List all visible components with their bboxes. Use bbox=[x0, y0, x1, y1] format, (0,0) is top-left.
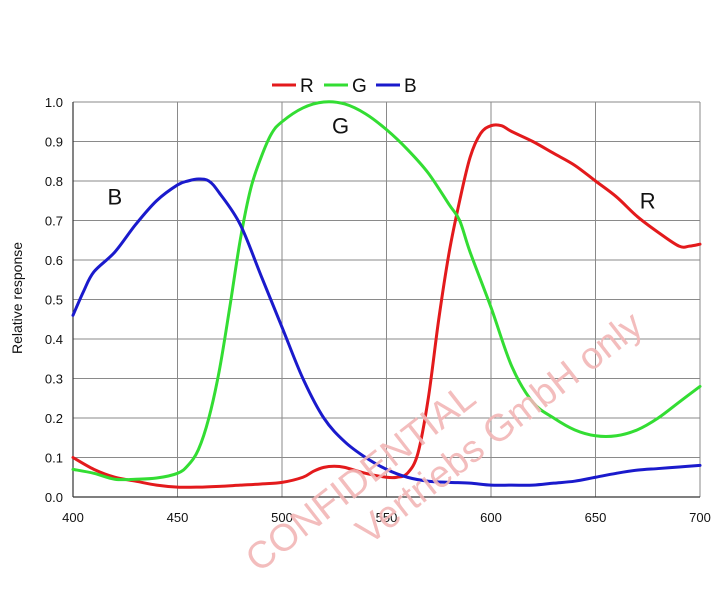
x-tick-label: 600 bbox=[480, 510, 502, 525]
series-line-b bbox=[71, 177, 702, 487]
y-tick-label: 0.7 bbox=[45, 214, 63, 229]
y-tick-label: 0.8 bbox=[45, 174, 63, 189]
y-tick-label: 0.0 bbox=[45, 490, 63, 505]
curve-label-g: G bbox=[332, 114, 349, 139]
y-tick-label: 1.0 bbox=[45, 95, 63, 110]
y-tick-labels: 0.0 0.1 0.2 0.3 0.4 0.5 0.6 0.7 0.8 0.9 1.0 bbox=[45, 95, 63, 505]
series-line-r bbox=[71, 123, 702, 489]
y-tick-label: 0.5 bbox=[45, 293, 63, 308]
y-axis-label: Relative response bbox=[9, 242, 25, 354]
x-tick-label: 550 bbox=[376, 510, 398, 525]
x-tick-label: 500 bbox=[271, 510, 293, 525]
x-tick-label: 450 bbox=[167, 510, 189, 525]
x-tick-label: 400 bbox=[62, 510, 84, 525]
axes bbox=[72, 102, 700, 498]
curve-labels: B G R bbox=[107, 114, 655, 214]
y-tick-label: 0.6 bbox=[45, 253, 63, 268]
series-lines bbox=[71, 100, 702, 489]
y-tick-label: 0.9 bbox=[45, 135, 63, 150]
legend-label-r: R bbox=[300, 76, 314, 97]
curve-label-r: R bbox=[640, 189, 656, 214]
curve-label-b: B bbox=[107, 185, 122, 210]
y-tick-label: 0.2 bbox=[45, 411, 63, 426]
series-line-g bbox=[71, 100, 702, 482]
legend-label-b: B bbox=[404, 76, 417, 97]
x-tick-label: 700 bbox=[689, 510, 711, 525]
y-tick-label: 0.4 bbox=[45, 332, 63, 347]
legend-label-g: G bbox=[352, 76, 367, 97]
y-tick-label: 0.1 bbox=[45, 451, 63, 466]
x-tick-labels: 400 450 500 550 600 650 700 bbox=[62, 510, 711, 525]
y-tick-label: 0.3 bbox=[45, 372, 63, 387]
x-tick-label: 650 bbox=[585, 510, 607, 525]
